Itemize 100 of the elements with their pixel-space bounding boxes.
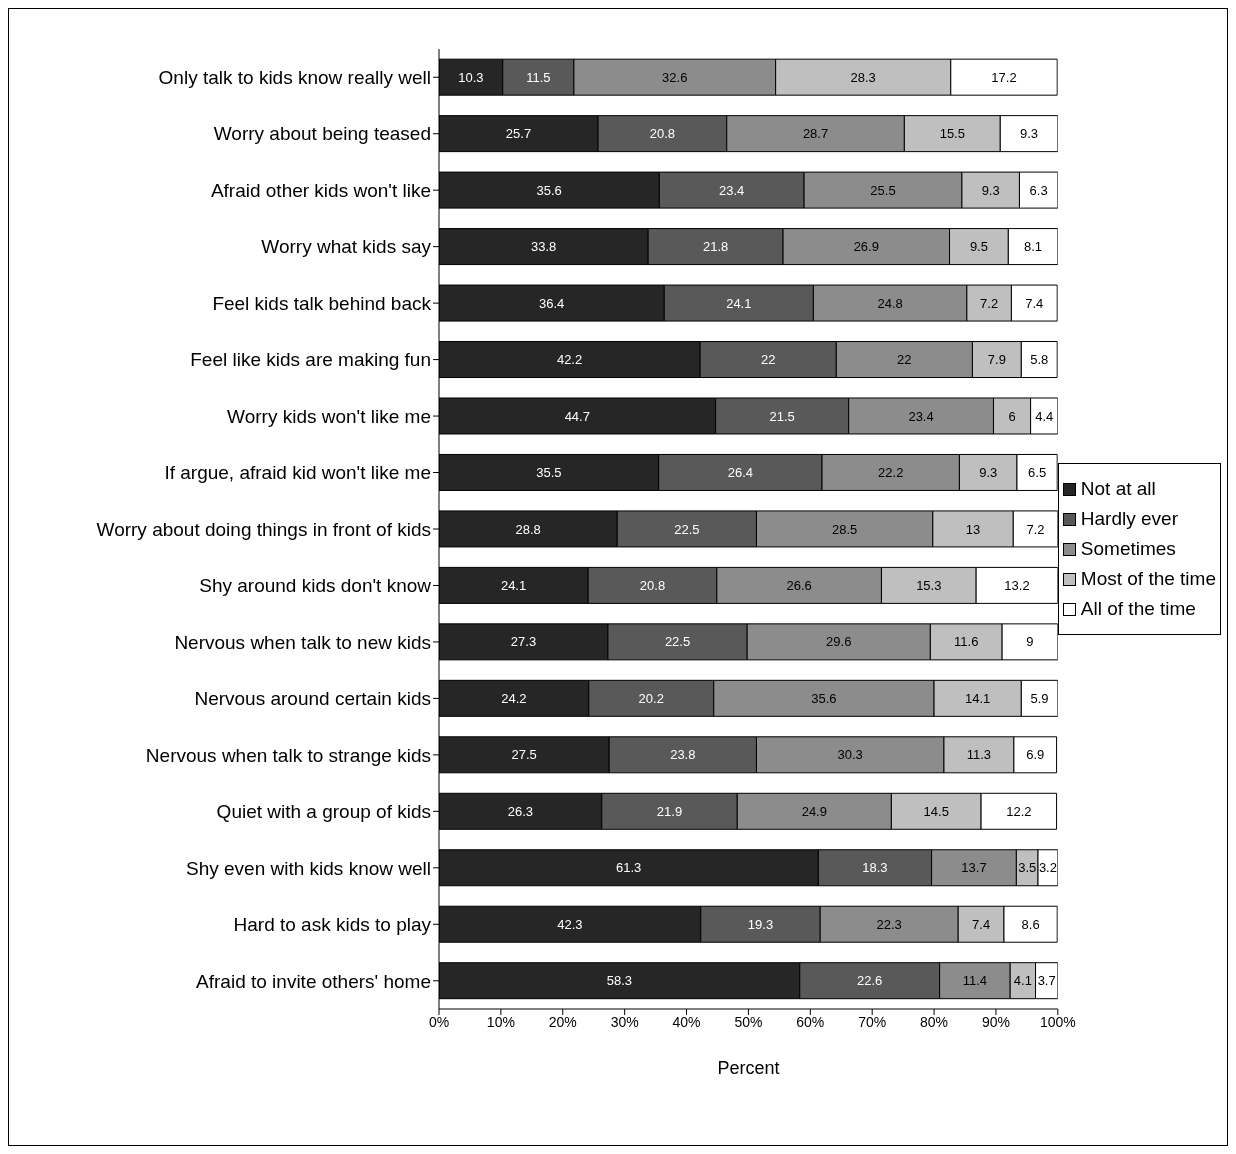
- data-label: 14.5: [923, 803, 949, 819]
- data-label: 11.4: [962, 973, 988, 989]
- y-tick-label: Afraid other kids won't like: [210, 179, 431, 201]
- y-tick-label: Worry kids won't like me: [227, 405, 431, 427]
- legend-label: Not at all: [1080, 478, 1156, 500]
- legend-label: Hardly ever: [1080, 508, 1178, 530]
- data-label: 6.9: [1026, 747, 1045, 763]
- x-tick-label: 0%: [428, 1013, 450, 1030]
- data-label: 11.3: [966, 747, 992, 763]
- y-tick-label: Worry about being teased: [213, 123, 431, 145]
- x-tick-label: 40%: [672, 1013, 701, 1030]
- data-label: 22.5: [664, 634, 691, 650]
- data-label: 22.2: [878, 465, 904, 481]
- data-label: 42.3: [557, 916, 583, 932]
- x-tick-label: 80%: [920, 1013, 949, 1030]
- data-label: 20.2: [638, 690, 664, 706]
- data-label: 11.5: [526, 69, 551, 85]
- data-label: 26.9: [853, 239, 879, 255]
- data-label: 23.8: [670, 747, 696, 763]
- data-label: 5.9: [1030, 690, 1049, 706]
- x-tick-label: 60%: [796, 1013, 825, 1030]
- data-label: 30.3: [837, 747, 863, 763]
- data-label: 18.3: [862, 860, 888, 876]
- data-label: 26.3: [507, 803, 534, 819]
- y-tick-label: Nervous when talk to strange kids: [145, 744, 431, 766]
- data-label: 28.7: [802, 126, 829, 142]
- data-label: 33.8: [530, 239, 557, 255]
- data-label: 7.2: [1026, 521, 1045, 537]
- x-tick-label: 70%: [858, 1013, 887, 1030]
- y-tick-label: Feel kids talk behind back: [212, 292, 432, 314]
- data-label: 19.3: [747, 916, 774, 932]
- legend-label: All of the time: [1080, 598, 1196, 620]
- data-label: 22: [760, 352, 776, 368]
- data-label: 6: [1008, 408, 1016, 424]
- data-label: 7.4: [1025, 295, 1044, 311]
- data-label: 35.6: [811, 690, 837, 706]
- data-label: 13.2: [1004, 578, 1030, 594]
- data-label: 14.1: [965, 690, 991, 706]
- data-label: 6.3: [1029, 182, 1048, 198]
- data-label: 12.2: [1006, 803, 1032, 819]
- data-label: 3.5: [1018, 860, 1037, 876]
- data-label: 4.4: [1035, 408, 1054, 424]
- data-label: 25.5: [870, 182, 896, 198]
- data-label: 58.3: [606, 973, 633, 989]
- data-label: 10.3: [458, 69, 484, 85]
- data-label: 21.9: [656, 803, 683, 819]
- data-label: 5.8: [1030, 352, 1049, 368]
- data-label: 9.3: [981, 182, 1000, 198]
- data-label: 35.6: [536, 182, 562, 198]
- x-tick-label: 30%: [610, 1013, 639, 1030]
- data-label: 7.2: [980, 295, 999, 311]
- data-label: 11.6: [954, 634, 979, 650]
- x-tick-label: 100%: [1039, 1013, 1076, 1030]
- data-label: 22.3: [876, 916, 902, 932]
- data-label: 9.5: [969, 239, 988, 255]
- data-label: 23.4: [908, 408, 934, 424]
- data-label: 13.7: [961, 860, 987, 876]
- data-label: 17.2: [991, 69, 1017, 85]
- data-label: 24.1: [500, 578, 527, 594]
- data-label: 15.5: [939, 126, 965, 142]
- data-label: 4.1: [1013, 973, 1032, 989]
- y-tick-label: Shy even with kids know well: [186, 857, 431, 879]
- data-label: 36.4: [538, 295, 565, 311]
- data-label: 27.3: [510, 634, 537, 650]
- x-axis-title: Percent: [717, 1058, 780, 1078]
- data-label: 9.3: [979, 465, 998, 481]
- data-label: 15.3: [916, 578, 942, 594]
- x-tick-label: 90%: [981, 1013, 1010, 1030]
- y-tick-label: Shy around kids don't know: [199, 575, 432, 597]
- data-label: 20.8: [649, 126, 676, 142]
- data-label: 24.9: [801, 803, 827, 819]
- data-label: 7.4: [972, 916, 991, 932]
- data-label: 21.5: [769, 408, 795, 424]
- data-label: 3.2: [1038, 860, 1057, 876]
- data-label: 61.3: [616, 860, 642, 876]
- x-tick-label: 10%: [486, 1013, 515, 1030]
- y-tick-label: Nervous around certain kids: [194, 688, 431, 710]
- data-label: 22.5: [674, 521, 700, 537]
- data-label: 3.7: [1037, 973, 1056, 989]
- y-tick-label: Feel like kids are making fun: [190, 349, 431, 371]
- data-label: 35.5: [536, 465, 562, 481]
- data-label: 44.7: [564, 408, 590, 424]
- y-tick-label: Afraid to invite others' home: [196, 970, 431, 992]
- legend-label: Sometimes: [1080, 538, 1176, 560]
- y-tick-label: Only talk to kids know really well: [158, 66, 431, 88]
- data-label: 24.1: [726, 295, 752, 311]
- data-label: 27.5: [511, 747, 537, 763]
- data-label: 28.5: [831, 521, 858, 537]
- data-label: 26.6: [786, 578, 812, 594]
- x-tick-label: 50%: [734, 1013, 763, 1030]
- data-label: 8.6: [1021, 916, 1040, 932]
- data-label: 24.2: [501, 690, 527, 706]
- y-tick-label: Nervous when talk to new kids: [174, 631, 431, 653]
- data-label: 29.6: [826, 634, 852, 650]
- data-label: 6.5: [1028, 465, 1047, 481]
- data-label: 8.1: [1024, 239, 1043, 255]
- data-label: 28.8: [515, 521, 541, 537]
- y-tick-label: Worry about doing things in front of kids: [96, 518, 431, 540]
- data-label: 26.4: [727, 465, 754, 481]
- data-label: 20.8: [639, 578, 666, 594]
